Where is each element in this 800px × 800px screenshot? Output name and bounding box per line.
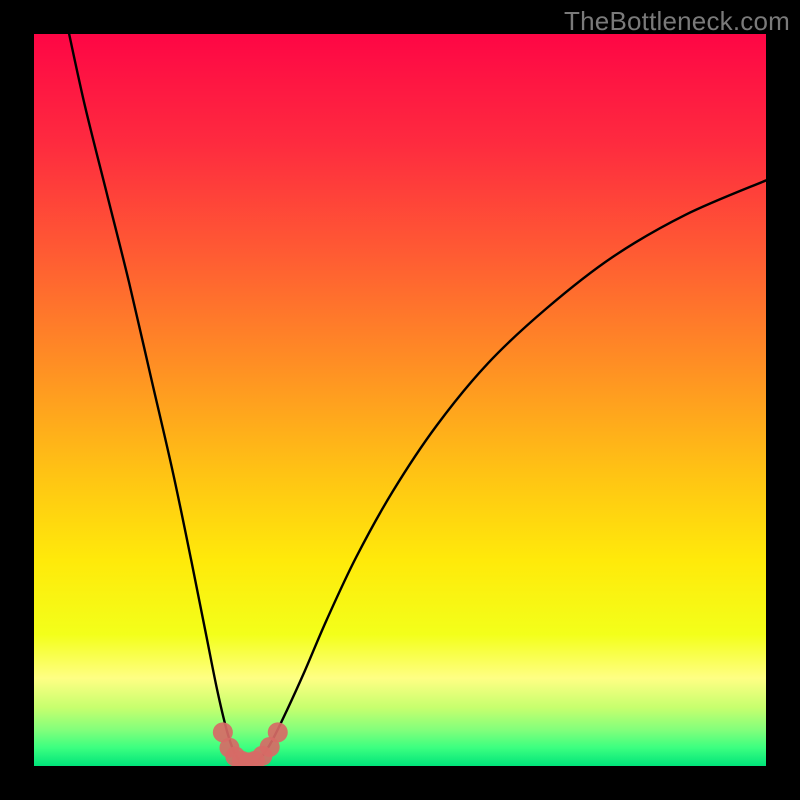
marker-point — [268, 722, 288, 742]
plot-area — [34, 34, 766, 766]
watermark-text: TheBottleneck.com — [564, 6, 790, 37]
plot-background — [34, 34, 766, 766]
plot-svg — [34, 34, 766, 766]
